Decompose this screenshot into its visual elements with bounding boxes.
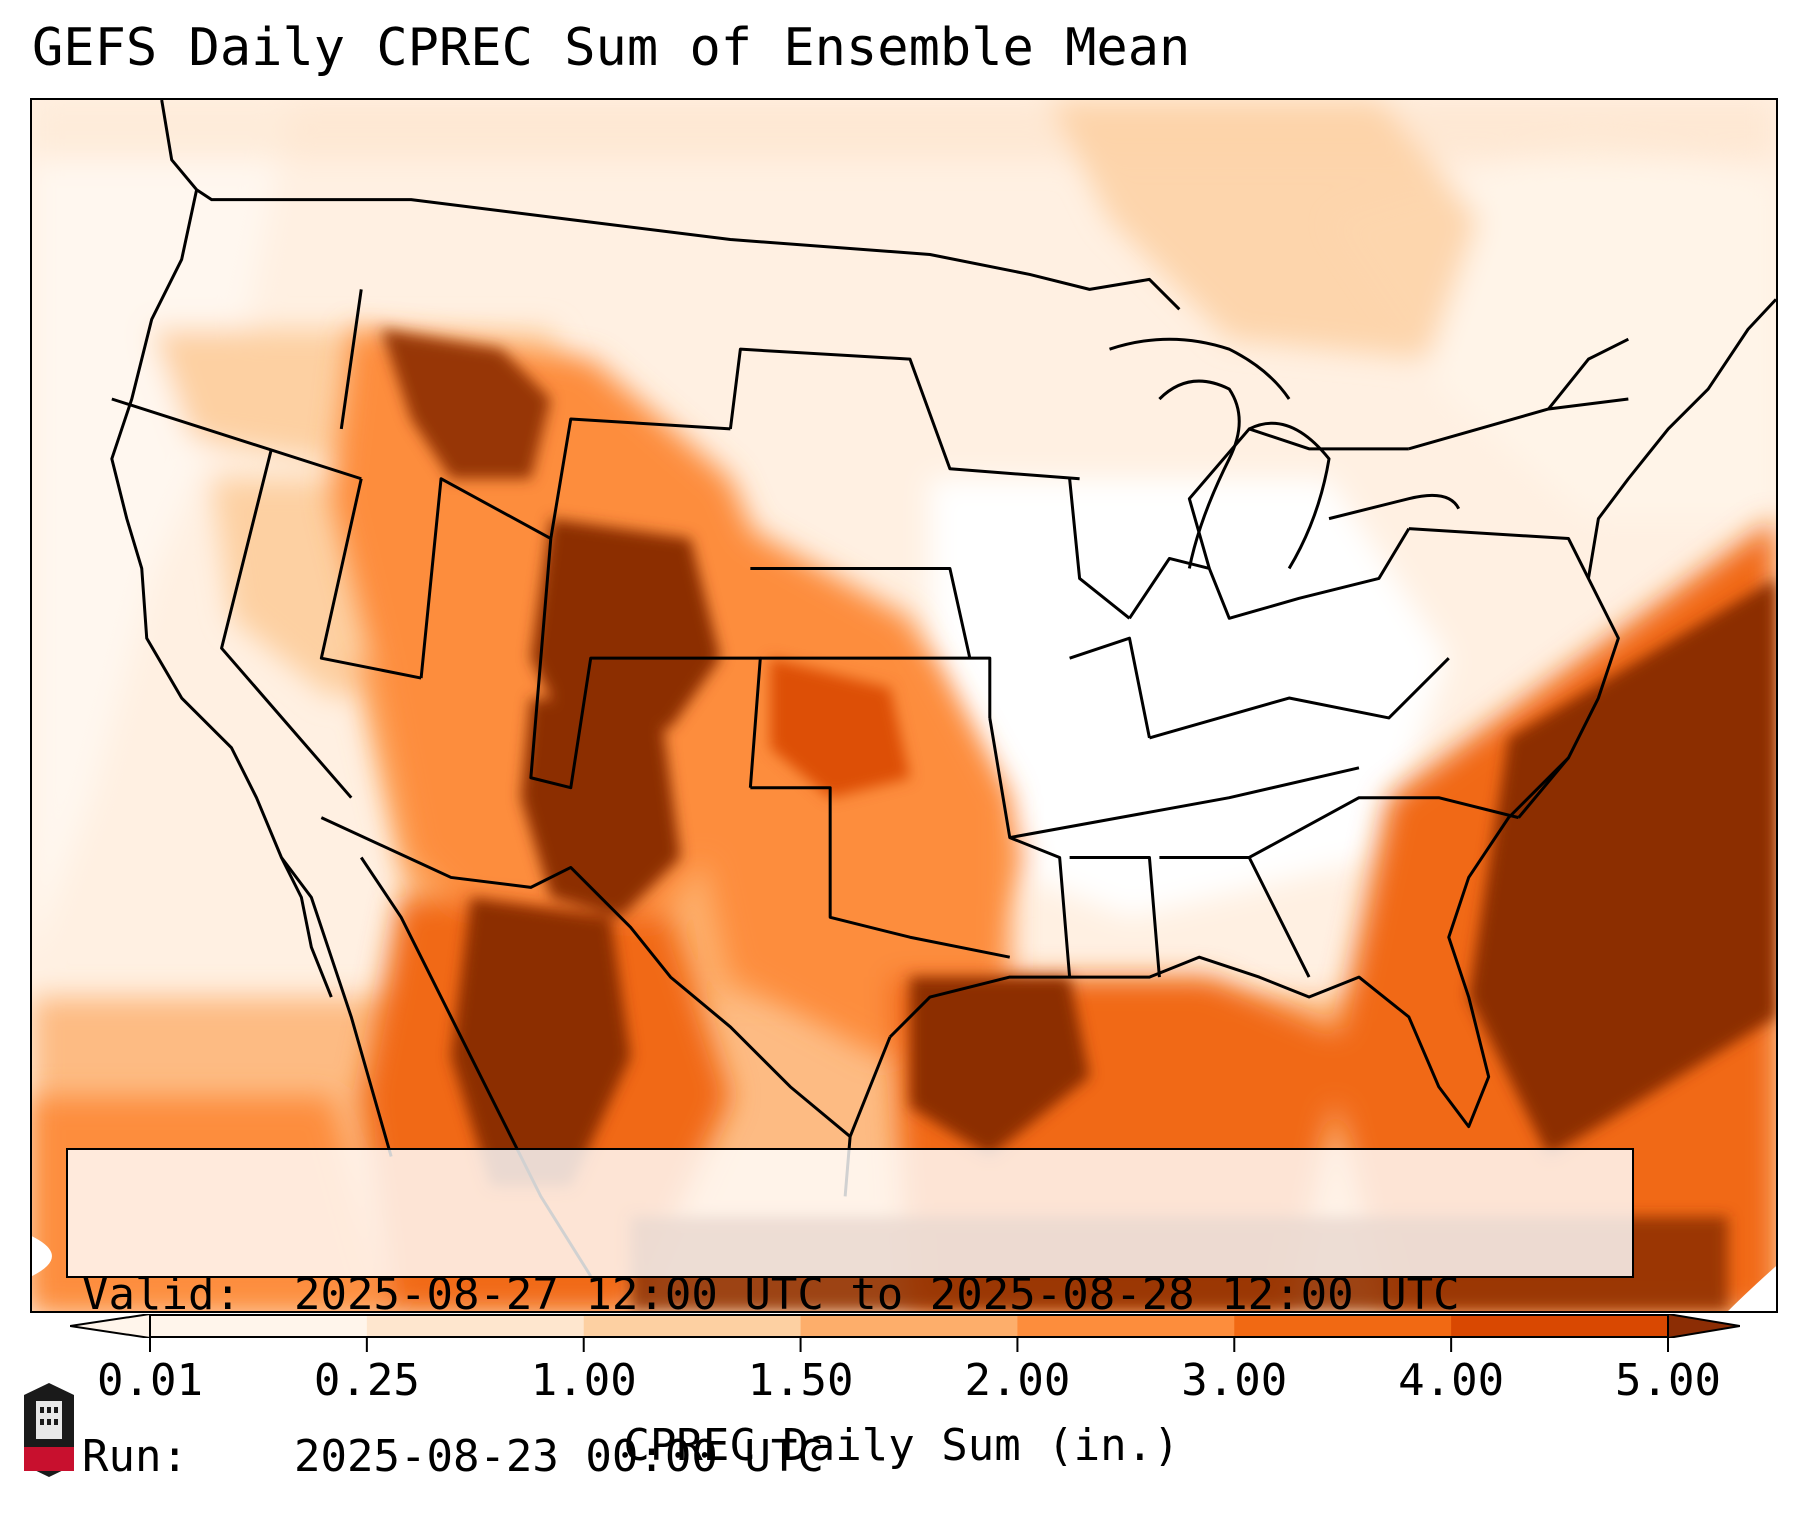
colorbar-label: CPREC Daily Sum (in.) (623, 1420, 1180, 1471)
colorbar-tick-label: 4.00 (1398, 1355, 1505, 1406)
colorbar-tick-label: 2.00 (964, 1355, 1071, 1406)
colorbar-tick-label: 1.00 (530, 1355, 637, 1406)
colorbar-segment (150, 1314, 368, 1338)
valid-row: Valid: 2025-08-27 12:00 UTC to 2025-08-28… (82, 1268, 1618, 1322)
run-label: Run: (82, 1431, 188, 1482)
colorbar-extend-min (70, 1314, 151, 1338)
colorbar-tick-label: 0.25 (313, 1355, 420, 1406)
colorbar-extend-max (1667, 1314, 1740, 1338)
colorbar (70, 1314, 1740, 1338)
valid-label: Valid: (82, 1269, 241, 1320)
colorbar-tick-label: 1.50 (747, 1355, 854, 1406)
colorbar-ticks (149, 1338, 1669, 1352)
colorbar-segment (583, 1314, 802, 1338)
map-title: GEFS Daily CPREC Sum of Ensemble Mean (32, 18, 1191, 78)
valid-value: 2025-08-27 12:00 UTC to 2025-08-28 12:00… (294, 1269, 1460, 1320)
run-row: Run: 2025-08-23 00:00 UTC (82, 1430, 1618, 1484)
niu-logo (20, 1383, 78, 1477)
projection-edge-right (1728, 1266, 1776, 1311)
precipitation-map (30, 98, 1778, 1313)
colorbar-segment (366, 1314, 585, 1338)
colorbar-tick-label: 0.01 (97, 1355, 203, 1406)
colorbar-tick-label: 3.00 (1181, 1355, 1288, 1406)
run-value: 2025-08-23 00:00 UTC (294, 1431, 824, 1482)
colorbar-segment (1234, 1314, 1452, 1338)
colorbar-segment (1451, 1314, 1669, 1338)
colorbar-segment (800, 1314, 1018, 1338)
colorbar-segment (1017, 1314, 1235, 1338)
colorbar-tick-label: 5.00 (1615, 1355, 1721, 1406)
valid-run-info-box: Valid: 2025-08-27 12:00 UTC to 2025-08-28… (66, 1148, 1634, 1482)
state-borders (110, 100, 1776, 1277)
colorbar-outline (149, 1314, 1669, 1338)
logo-banner (24, 1447, 74, 1471)
